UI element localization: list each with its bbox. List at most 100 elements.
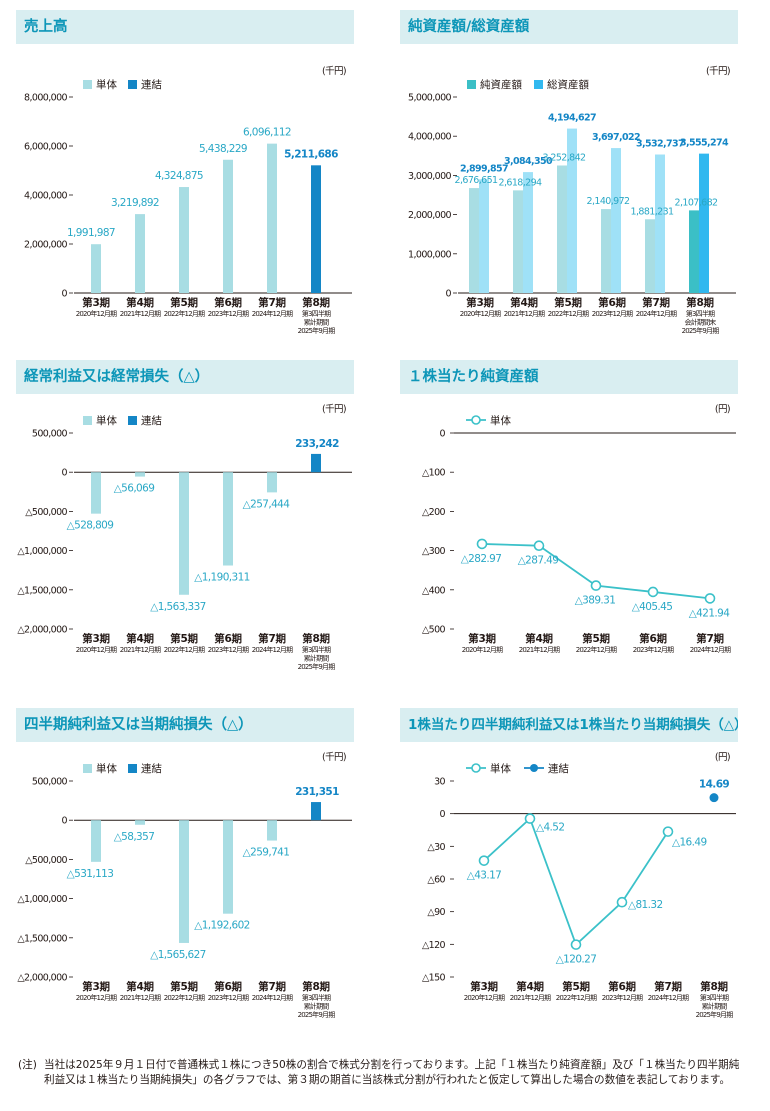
data-point	[704, 593, 716, 604]
x-tick-label: 第6期	[214, 632, 241, 645]
bar	[179, 472, 189, 595]
data-label-total: 3,555,274	[680, 138, 729, 149]
bar	[223, 820, 233, 914]
x-tick-sublabel: 会計期間末	[685, 318, 717, 327]
chart-title-sales: 売上高	[16, 10, 354, 44]
x-tick-sublabel: 累計期間	[304, 654, 330, 663]
x-tick-label: 第7期	[642, 296, 669, 309]
chart-ordinary: (千円) 単体 連結 500,000 0 △500,000 △1,000,000 △1,500…	[17, 404, 352, 671]
bar	[179, 820, 189, 943]
legend-label: 単体	[96, 414, 117, 427]
data-label: 4,324,875	[155, 170, 203, 182]
x-tick-sublabel: 2025年9月期	[696, 1010, 734, 1019]
x-tick-label: 第8期	[700, 980, 727, 993]
legend-label: 連結	[141, 762, 162, 775]
x-tick-sublabel: 2021年12月期	[120, 645, 161, 654]
x-tick-sublabel: 第3四半期	[302, 993, 331, 1002]
unit-label: (千円)	[322, 752, 346, 763]
x-tick-label: 第7期	[258, 296, 285, 309]
footnote: (注) 当社は2025年９月１日付で普通株式１株につき50株の割合で株式分割を行…	[18, 1058, 748, 1087]
x-tick-label: 第5期	[554, 296, 581, 309]
data-point	[476, 538, 488, 550]
bar	[223, 159, 233, 293]
x-tick-sublabel: 2025年9月期	[298, 1010, 336, 1019]
bar-net-assets	[513, 190, 523, 293]
bar-net-assets	[601, 209, 611, 293]
y-tick-label: 500,000	[32, 429, 68, 440]
y-tick-label: △150	[422, 973, 446, 984]
x-tick-sublabel: 2021年12月期	[519, 645, 560, 654]
data-label: △43.17	[467, 870, 502, 882]
bar-net-assets	[469, 188, 479, 293]
y-tick-label: 0	[440, 429, 446, 440]
data-label: △287.49	[518, 555, 559, 567]
y-tick-label: △400	[422, 585, 446, 596]
x-tick-sublabel: 2021年12月期	[120, 993, 161, 1002]
bar	[311, 802, 321, 821]
x-tick-sublabel: 2022年12月期	[164, 309, 205, 318]
x-tick-label: 第3期	[82, 632, 109, 645]
legend-swatch	[83, 80, 92, 89]
panel-assets: 純資産額/総資産額 (千円) 純資産額 総資産額 5,000,000 4,000,000…	[400, 10, 738, 340]
data-label: 5,438,229	[199, 143, 247, 155]
data-point	[616, 896, 628, 908]
x-tick-sublabel: 2022年12月期	[576, 645, 617, 654]
y-tick-label: 0	[446, 289, 452, 300]
bar	[311, 453, 321, 473]
x-tick-label: 第6期	[214, 980, 241, 993]
bar-total-assets	[611, 148, 621, 293]
x-tick-sublabel: 2020年12月期	[76, 309, 117, 318]
y-tick-label: △30	[427, 842, 445, 853]
y-tick-label: △2,000,000	[17, 625, 67, 636]
x-tick-sublabel: 2023年12月期	[208, 993, 249, 1002]
y-tick-label: △500,000	[25, 855, 67, 866]
x-tick-sublabel: 2024年12月期	[252, 993, 293, 1002]
y-tick-label: △100	[422, 468, 446, 479]
y-tick-label: 5,000,000	[408, 93, 452, 104]
bar	[223, 472, 233, 566]
x-tick-sublabel: 2020年12月期	[462, 645, 503, 654]
chart-title-bps: １株当たり純資産額	[400, 360, 738, 394]
unit-label: (円)	[715, 404, 730, 415]
legend-marker	[530, 764, 538, 772]
y-tick-label: 0	[62, 289, 68, 300]
x-tick-sublabel: 2021年12月期	[120, 309, 161, 318]
bar-net-assets	[557, 165, 567, 293]
y-tick-label: 500,000	[32, 777, 68, 788]
y-tick-label: △500,000	[25, 507, 67, 518]
legend-label: 連結	[548, 762, 569, 775]
data-label: 231,351	[295, 786, 339, 798]
y-tick-label: 8,000,000	[24, 93, 68, 104]
legend-label: 連結	[141, 78, 162, 91]
data-label-total: 3,532,737	[636, 139, 684, 150]
data-label: 1,991,987	[67, 227, 115, 239]
y-tick-label: 2,000,000	[408, 210, 452, 221]
x-tick-sublabel: 累計期間	[304, 1002, 330, 1011]
panel-bps: １株当たり純資産額 (円) 単体 0 △100 △200 △300 △400 △500 △282…	[400, 360, 738, 690]
y-tick-label: 1,000,000	[408, 249, 452, 260]
y-tick-label: 0	[440, 809, 446, 820]
bar-net-assets	[689, 210, 699, 293]
legend-label: 単体	[490, 762, 511, 775]
x-tick-label: 第3期	[82, 296, 109, 309]
bar	[91, 472, 101, 514]
y-tick-label: 0	[62, 816, 68, 827]
y-tick-label: △500	[422, 625, 446, 636]
data-label-total: 4,194,627	[548, 113, 596, 124]
y-tick-label: △60	[427, 875, 445, 886]
panel-ordinary: 経常利益又は経常損失（△） (千円) 単体 連結 500,000 0 △500,000 △1…	[16, 360, 354, 690]
x-tick-sublabel: 2025年9月期	[298, 326, 336, 335]
data-label: △120.27	[556, 954, 597, 966]
bar-total-assets	[655, 154, 665, 293]
x-tick-sublabel: 2024年12月期	[648, 993, 689, 1002]
data-point	[590, 580, 602, 591]
legend-swatch	[128, 416, 137, 425]
x-tick-sublabel: 2021年12月期	[504, 309, 545, 318]
panel-eps: 1株当たり四半期純利益又は1株当たり当期純損失（△） (円) 単体 連結 30 0 △30…	[400, 708, 738, 1038]
y-tick-label: △1,500,000	[17, 933, 67, 944]
data-label-net: 3,252,842	[543, 152, 587, 163]
data-label-net: 2,618,294	[499, 177, 543, 188]
chart-assets: (千円)純資産額 総資産額5,000,0004,000,0003,000,0002…	[408, 66, 736, 335]
bar	[135, 820, 145, 825]
chart-title-eps: 1株当たり四半期純利益又は1株当たり当期純損失（△）	[400, 708, 738, 742]
